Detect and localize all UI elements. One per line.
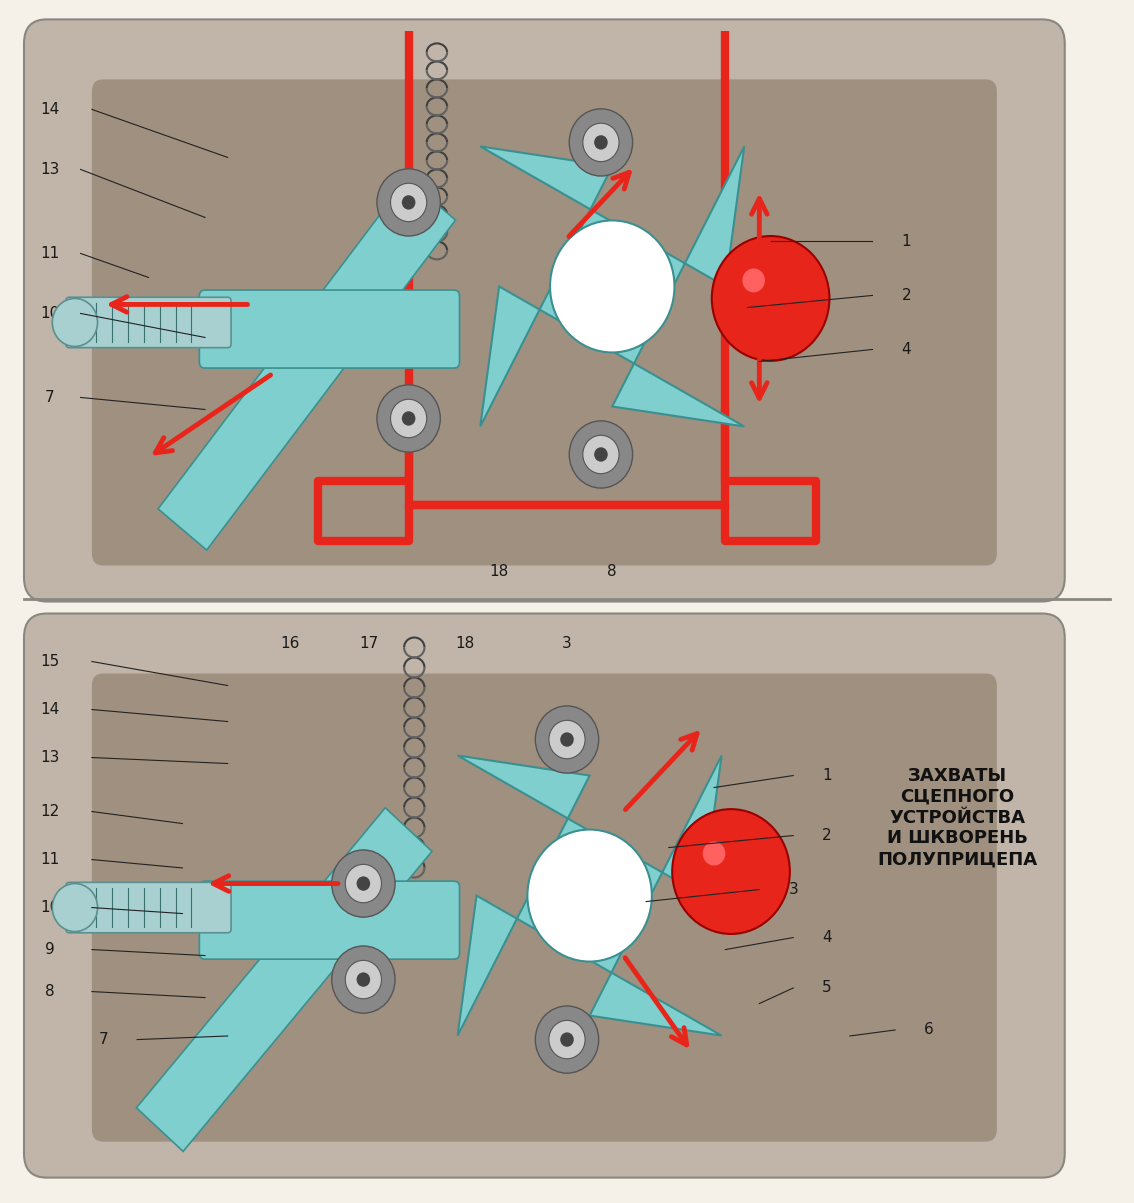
Circle shape (569, 108, 633, 176)
Text: 7: 7 (45, 390, 54, 405)
Polygon shape (481, 147, 744, 427)
Text: 4: 4 (822, 930, 832, 946)
Circle shape (672, 810, 790, 934)
FancyBboxPatch shape (24, 614, 1065, 1178)
Text: 15: 15 (41, 654, 60, 669)
Circle shape (569, 421, 633, 488)
Circle shape (703, 842, 726, 865)
Text: 14: 14 (41, 102, 60, 117)
Circle shape (583, 123, 619, 161)
Circle shape (712, 236, 829, 361)
Circle shape (549, 721, 585, 759)
Circle shape (390, 399, 426, 438)
Text: 8: 8 (45, 984, 54, 998)
Text: 16: 16 (280, 636, 299, 651)
Text: 9: 9 (45, 942, 54, 958)
Text: 13: 13 (41, 749, 60, 765)
Circle shape (401, 411, 415, 426)
Circle shape (743, 268, 765, 292)
Text: 10: 10 (41, 306, 60, 321)
Text: 6: 6 (924, 1023, 934, 1037)
Text: ЗАХВАТЫ
СЦЕПНОГО
УСТРОЙСТВА
И ШКВОРЕНЬ
ПОЛУПРИЦЕПА: ЗАХВАТЫ СЦЕПНОГО УСТРОЙСТВА И ШКВОРЕНЬ П… (878, 768, 1038, 869)
FancyBboxPatch shape (92, 674, 997, 1142)
Circle shape (594, 448, 608, 462)
Text: 2: 2 (902, 288, 912, 303)
Polygon shape (458, 755, 721, 1036)
Circle shape (535, 1006, 599, 1073)
Circle shape (52, 883, 98, 931)
Circle shape (549, 1020, 585, 1059)
Text: 1: 1 (902, 233, 912, 249)
Text: 5: 5 (822, 980, 832, 995)
Text: 12: 12 (41, 804, 60, 819)
Text: 3: 3 (788, 882, 798, 897)
FancyBboxPatch shape (66, 297, 231, 348)
Circle shape (356, 876, 370, 890)
Text: 3: 3 (562, 636, 572, 651)
Circle shape (594, 135, 608, 149)
Circle shape (345, 864, 381, 902)
Circle shape (376, 385, 440, 452)
Text: 11: 11 (41, 245, 60, 261)
Text: 14: 14 (41, 703, 60, 717)
Circle shape (401, 195, 415, 209)
Circle shape (52, 298, 98, 346)
Text: 4: 4 (902, 342, 912, 357)
Text: 2: 2 (822, 828, 832, 843)
Text: 7: 7 (99, 1032, 108, 1047)
FancyBboxPatch shape (92, 79, 997, 565)
Text: 18: 18 (456, 636, 475, 651)
Circle shape (560, 733, 574, 747)
Text: 18: 18 (490, 564, 509, 579)
Polygon shape (136, 807, 432, 1151)
Text: 11: 11 (41, 852, 60, 867)
Circle shape (583, 435, 619, 474)
Text: 10: 10 (41, 900, 60, 915)
FancyBboxPatch shape (200, 290, 459, 368)
Circle shape (550, 220, 675, 352)
Text: 8: 8 (608, 564, 617, 579)
Circle shape (527, 830, 652, 961)
Circle shape (345, 960, 381, 998)
Circle shape (390, 183, 426, 221)
Circle shape (356, 972, 370, 986)
FancyBboxPatch shape (24, 19, 1065, 602)
Circle shape (376, 168, 440, 236)
FancyBboxPatch shape (200, 881, 459, 959)
Text: 1: 1 (822, 768, 832, 783)
Circle shape (332, 851, 395, 917)
Text: 17: 17 (359, 636, 379, 651)
Circle shape (535, 706, 599, 774)
Text: 13: 13 (41, 162, 60, 177)
Circle shape (560, 1032, 574, 1047)
Circle shape (332, 946, 395, 1013)
FancyBboxPatch shape (66, 882, 231, 932)
Polygon shape (158, 179, 456, 550)
